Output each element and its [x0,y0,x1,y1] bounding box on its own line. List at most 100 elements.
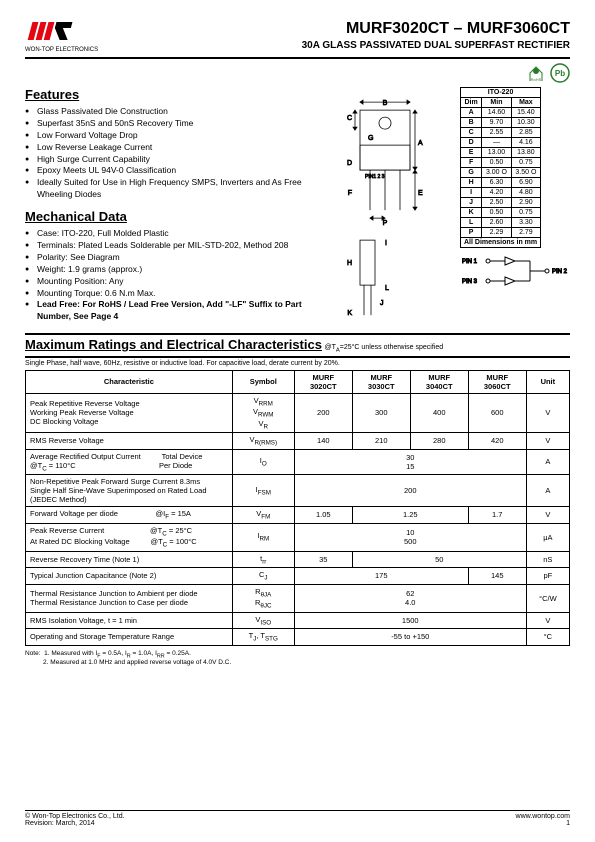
dimensions-table: ITO-220 DimMinMax A14.6015.40B9.7010.30C… [460,87,541,248]
pin-diagram: PIN 1 PIN 3 PIN 2 [460,253,570,293]
main-content: Features Glass Passivated Die Constructi… [25,87,570,323]
value-cell: 175 [294,568,468,585]
ratings-row: Typical Junction Capacitance (Note 2)CJ1… [26,568,570,585]
footer: © Won-Top Electronics Co., Ltd. Revision… [25,810,570,827]
dim-row: B9.7010.30 [461,118,541,128]
svg-text:H: H [347,260,352,267]
dim-cell: B [461,118,482,128]
dim-cell: 4.16 [511,138,540,148]
dim-cell: E [461,148,482,158]
dim-cell: 0.75 [511,158,540,168]
dim-footer: All Dimensions in mm [461,238,541,248]
feature-item: Superfast 35nS and 50nS Recovery Time [25,118,315,130]
dim-cell: 0.75 [511,208,540,218]
characteristic-cell: Operating and Storage Temperature Range [26,629,233,646]
svg-text:F: F [348,190,352,197]
dim-cell: P [461,228,482,238]
dim-cell: 2.55 [482,128,511,138]
header: WON-TOP ELECTRONICS MURF3020CT – MURF306… [25,20,570,53]
value-cell: 210 [352,433,410,450]
characteristic-cell: Typical Junction Capacitance (Note 2) [26,568,233,585]
dim-cell: 0.50 [482,208,511,218]
dim-cell: 6.90 [511,178,540,188]
ratings-header-row: Maximum Ratings and Electrical Character… [25,337,570,353]
badges: RoHS Pb [25,63,570,83]
svg-text:G: G [368,135,373,142]
ratings-col-header: MURF3060CT [468,370,526,393]
symbol-cell: VFM [232,507,294,524]
dim-cell: 9.70 [482,118,511,128]
value-cell: 420 [468,433,526,450]
unit-cell: °C [526,629,569,646]
symbol-cell: trr [232,551,294,568]
dim-cell: I [461,188,482,198]
characteristic-cell: Peak Reverse Current @TC = 25°CAt Rated … [26,523,233,551]
svg-text:J: J [380,300,384,307]
value-cell: 200 [294,475,526,507]
svg-text:RoHS: RoHS [531,77,542,82]
ratings-table: CharacteristicSymbolMURF3020CTMURF3030CT… [25,370,570,646]
svg-text:I: I [385,240,387,247]
unit-cell: °C/W [526,584,569,612]
symbol-cell: VRRMVRWMVR [232,393,294,433]
unit-cell: A [526,449,569,475]
dim-cell: 4.20 [482,188,511,198]
dim-row: C2.552.85 [461,128,541,138]
subtitle: 30A GLASS PASSIVATED DUAL SUPERFAST RECT… [98,40,570,51]
dim-cell: F [461,158,482,168]
symbol-cell: RθJARθJC [232,584,294,612]
value-cell: 10500 [294,523,526,551]
dim-row: H6.306.90 [461,178,541,188]
symbol-cell: CJ [232,568,294,585]
dim-cell: 10.30 [511,118,540,128]
dim-row: G3.00 O3.50 O [461,168,541,178]
ratings-row: Peak Repetitive Reverse VoltageWorking P… [26,393,570,433]
dim-cell: — [482,138,511,148]
dim-cell: L [461,218,482,228]
unit-cell: V [526,393,569,433]
dim-cell: C [461,128,482,138]
symbol-cell: VISO [232,612,294,629]
svg-text:PIN 1: PIN 1 [462,259,478,265]
characteristic-cell: RMS Isolation Voltage, t = 1 min [26,612,233,629]
dim-cell: 3.00 O [482,168,511,178]
ratings-row: Thermal Resistance Junction to Ambient p… [26,584,570,612]
svg-text:L: L [385,285,389,292]
company-name: WON-TOP ELECTRONICS [25,47,98,53]
mechanical-item: Mounting Torque: 0.6 N.m Max. [25,288,315,300]
dim-row: A14.6015.40 [461,108,541,118]
svg-text:PIN 3: PIN 3 [462,279,478,285]
value-cell: 300 [352,393,410,433]
unit-cell: V [526,433,569,450]
dim-cell: A [461,108,482,118]
characteristic-cell: Non-Repetitive Peak Forward Surge Curren… [26,475,233,507]
dim-header: ITO-220 [461,88,541,98]
dim-cell: 6.30 [482,178,511,188]
dim-col-header: Max [511,98,540,108]
characteristic-cell: Average Rectified Output Current Total D… [26,449,233,475]
value-cell: 624.0 [294,584,526,612]
revision: Revision: March, 2014 [25,820,125,827]
pb-free-badge-icon: Pb [550,63,570,83]
dim-cell: H [461,178,482,188]
ratings-condition: @TA=25°C unless otherwise specified [324,344,443,351]
features-list: Glass Passivated Die ConstructionSuperfa… [25,106,315,201]
characteristic-cell: Forward Voltage per diode @IF = 15A [26,507,233,524]
mechanical-item: Case: ITO-220, Full Molded Plastic [25,228,315,240]
right-column: B C G A D E F P PIN1 2 3 H I L [330,87,570,323]
dim-row: P2.292.79 [461,228,541,238]
footer-right: www.wontop.com 1 [516,813,570,827]
dim-row: K0.500.75 [461,208,541,218]
dim-row: D—4.16 [461,138,541,148]
dim-cell: 2.90 [511,198,540,208]
characteristic-cell: Peak Repetitive Reverse VoltageWorking P… [26,393,233,433]
ratings-rule-top [25,333,570,335]
symbol-cell: VR(RMS) [232,433,294,450]
dim-cell: 2.29 [482,228,511,238]
dim-cell: G [461,168,482,178]
mechanical-item: Terminals: Plated Leads Solderable per M… [25,240,315,252]
dim-row: F0.500.75 [461,158,541,168]
characteristic-cell: Reverse Recovery Time (Note 1) [26,551,233,568]
dim-cell: 15.40 [511,108,540,118]
dim-cell: 2.50 [482,198,511,208]
